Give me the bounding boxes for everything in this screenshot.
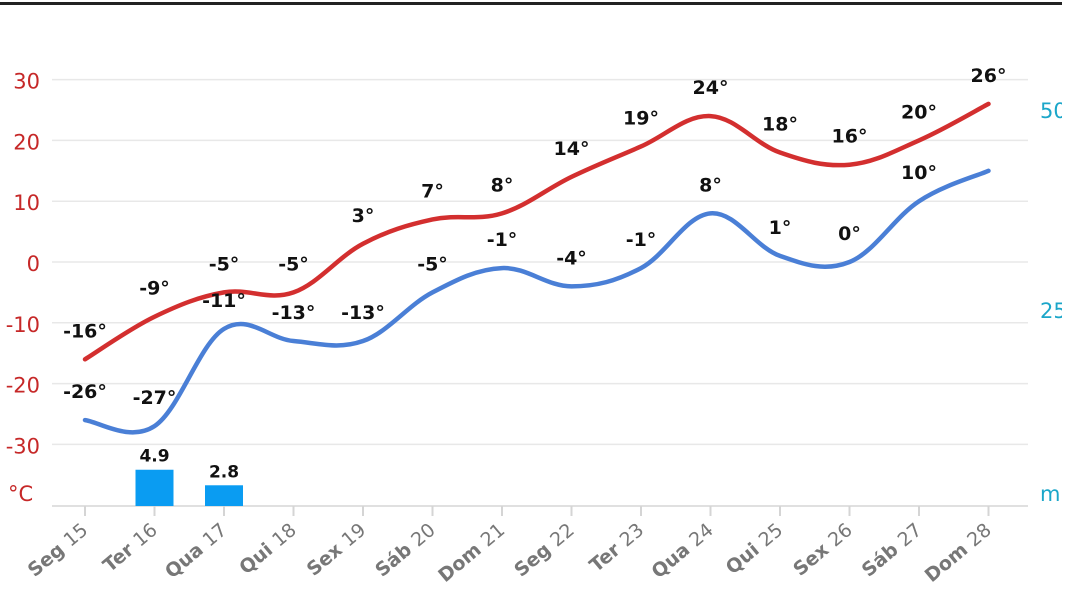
x-tick-label: Sáb 20	[371, 519, 439, 581]
x-tick-label: Qua 24	[647, 519, 717, 583]
min-temp-label: 0°	[838, 223, 861, 245]
precip-label: 4.9	[139, 447, 169, 467]
y-axis-unit-left: °C	[8, 482, 33, 506]
min-temp-label: -5°	[417, 253, 448, 275]
x-tick-label: Qui 18	[235, 519, 300, 579]
min-temp-label: 8°	[699, 174, 722, 196]
top-divider	[0, 2, 1071, 5]
min-temp-label: -11°	[202, 290, 246, 312]
max-temp-label: 19°	[623, 107, 659, 129]
precip-bar	[205, 485, 243, 506]
min-temp-label: 1°	[769, 217, 792, 239]
x-tick-label: Seg 15	[24, 519, 93, 581]
y-tick-label: -30	[6, 434, 40, 458]
max-temp-label: -16°	[63, 320, 107, 342]
y-tick-label: 20	[13, 130, 40, 154]
min-temp-label: -13°	[272, 302, 316, 324]
max-temp-label: -9°	[139, 278, 170, 300]
max-temp-label: 20°	[901, 101, 937, 123]
precip-bar	[135, 469, 174, 506]
max-temp-label: 7°	[421, 180, 444, 202]
max-temp-label: 16°	[832, 126, 868, 148]
min-temp-label: 10°	[901, 162, 937, 184]
max-temp-label: 3°	[352, 205, 375, 227]
max-temp-label: -5°	[209, 253, 240, 275]
min-temp-label: -13°	[341, 302, 385, 324]
x-tick-label: Seg 22	[510, 519, 579, 581]
max-temp-label: 26°	[971, 65, 1007, 87]
right-edge-mask	[1062, 0, 1071, 602]
max-temp-label: -5°	[278, 253, 309, 275]
min-temp-label: -1°	[626, 229, 657, 251]
y-tick-label: 10	[13, 191, 40, 215]
min-temp-label: -26°	[63, 381, 107, 403]
x-tick-label: Ter 23	[585, 519, 648, 577]
x-tick-label: Ter 16	[99, 519, 162, 577]
max-temperature-line	[82, 101, 991, 362]
max-temp-label: 14°	[554, 138, 590, 160]
min-temp-label: -1°	[487, 229, 518, 251]
x-tick-label: Dom 28	[921, 519, 996, 587]
y-tick-label: -20	[6, 374, 40, 398]
min-temperature-line	[82, 168, 991, 435]
x-tick-label: Sáb 27	[858, 519, 926, 581]
x-tick-label: Sex 19	[303, 519, 370, 581]
x-tick-label: Sex 26	[789, 519, 856, 581]
x-tick-label: Qua 17	[161, 519, 231, 583]
y-tick-label: -10	[6, 313, 40, 337]
max-temp-label: 8°	[491, 174, 514, 196]
y-tick-label: 30	[13, 70, 40, 94]
min-temp-label: -27°	[133, 387, 177, 409]
x-tick-label: Dom 21	[434, 519, 509, 587]
min-temp-label: -4°	[556, 247, 587, 269]
max-temp-label: 24°	[693, 77, 729, 99]
max-temp-label: 18°	[762, 114, 798, 136]
y-tick-label: 0	[27, 252, 40, 276]
x-tick-label: Qui 25	[722, 519, 787, 579]
precip-label: 2.8	[209, 462, 239, 482]
